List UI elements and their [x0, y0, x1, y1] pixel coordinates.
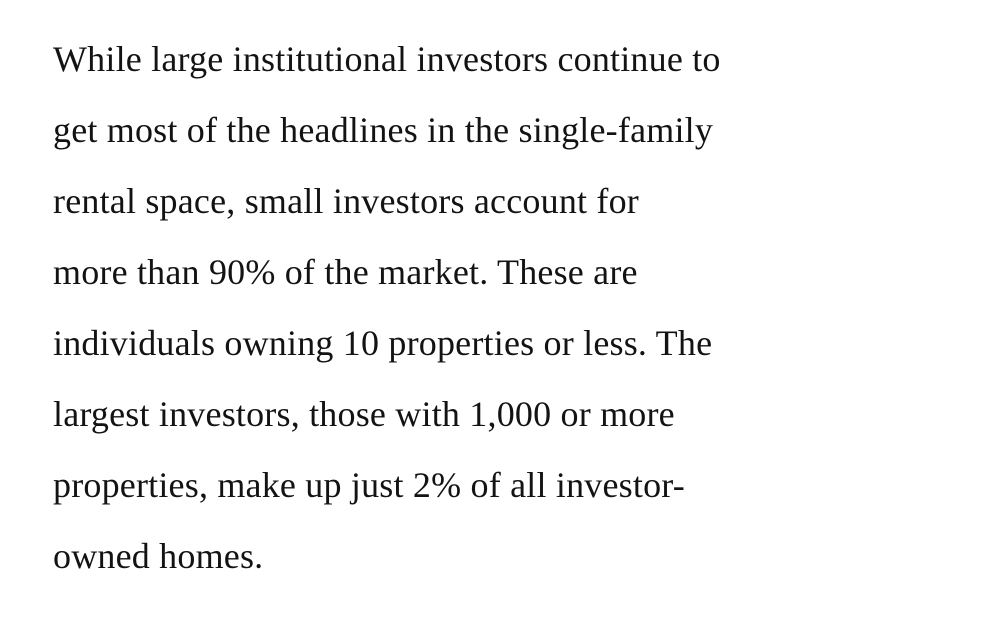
- paragraph-line: properties, make up just 2% of all inves…: [53, 465, 685, 505]
- paragraph-line: individuals owning 10 properties or less…: [53, 323, 713, 363]
- paragraph-line: more than 90% of the market. These are: [53, 252, 638, 292]
- paragraph-line: rental space, small investors account fo…: [53, 181, 639, 221]
- paragraph-line: largest investors, those with 1,000 or m…: [53, 394, 675, 434]
- paragraph-line: While large institutional investors cont…: [53, 39, 721, 79]
- paragraph-line: get most of the headlines in the single-…: [53, 110, 714, 150]
- paragraph-line: owned homes.: [53, 536, 264, 576]
- article-paragraph: While large institutional investors cont…: [53, 24, 960, 592]
